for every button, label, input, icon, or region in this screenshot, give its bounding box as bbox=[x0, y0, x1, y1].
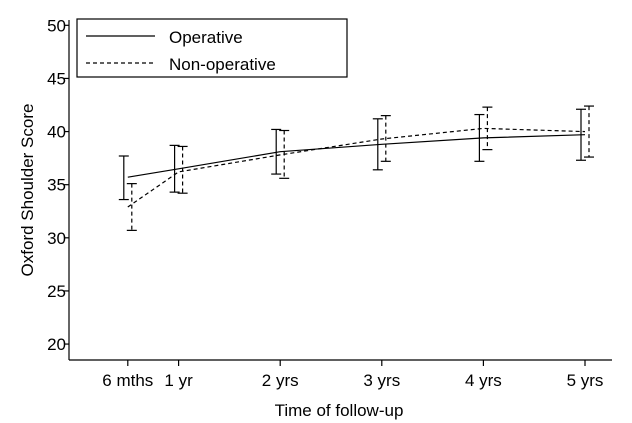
error-bar bbox=[584, 105, 594, 158]
y-tick-label: 20 bbox=[47, 335, 66, 354]
x-tick-label: 2 yrs bbox=[262, 371, 299, 390]
legend: Operative Non-operative bbox=[76, 18, 348, 78]
x-tick-label: 1 yr bbox=[164, 371, 193, 390]
data-point bbox=[482, 127, 484, 129]
error-bar bbox=[372, 118, 383, 171]
y-axis-label: Oxford Shoulder Score bbox=[18, 104, 37, 277]
y-tick-label: 30 bbox=[47, 229, 66, 248]
x-axis-ticks: 6 mths 1 yr 2 yrs 3 yrs 4 yrs 5 yrs bbox=[102, 360, 603, 390]
x-tick-label: 6 mths bbox=[102, 371, 153, 390]
error-bar bbox=[118, 155, 129, 201]
error-bar bbox=[169, 144, 180, 193]
series-line-non-operative bbox=[127, 127, 586, 208]
data-point bbox=[178, 171, 180, 173]
x-axis-label: Time of follow-up bbox=[275, 401, 404, 420]
series-line-operative bbox=[127, 134, 586, 178]
y-tick-label: 45 bbox=[47, 69, 66, 88]
y-tick-label: 50 bbox=[47, 16, 66, 35]
legend-box bbox=[76, 18, 348, 78]
error-bar bbox=[576, 108, 586, 161]
y-tick-label: 35 bbox=[47, 176, 66, 195]
y-tick-label: 40 bbox=[47, 123, 66, 142]
x-tick-label: 5 yrs bbox=[567, 371, 604, 390]
error-bar bbox=[279, 129, 290, 179]
error-bar bbox=[126, 183, 137, 231]
error-bar bbox=[474, 113, 485, 162]
y-tick-label: 25 bbox=[47, 282, 66, 301]
error-bar bbox=[177, 145, 188, 194]
y-axis-ticks: 20 25 30 35 40 45 50 bbox=[47, 16, 69, 354]
series-layer bbox=[118, 105, 594, 231]
legend-label-operative: Operative bbox=[169, 28, 243, 47]
error-bar bbox=[482, 106, 493, 151]
error-bar bbox=[271, 128, 282, 175]
legend-label-non-operative: Non-operative bbox=[169, 55, 276, 74]
x-tick-label: 3 yrs bbox=[363, 371, 400, 390]
x-tick-label: 4 yrs bbox=[465, 371, 502, 390]
error-bar bbox=[380, 115, 391, 162]
